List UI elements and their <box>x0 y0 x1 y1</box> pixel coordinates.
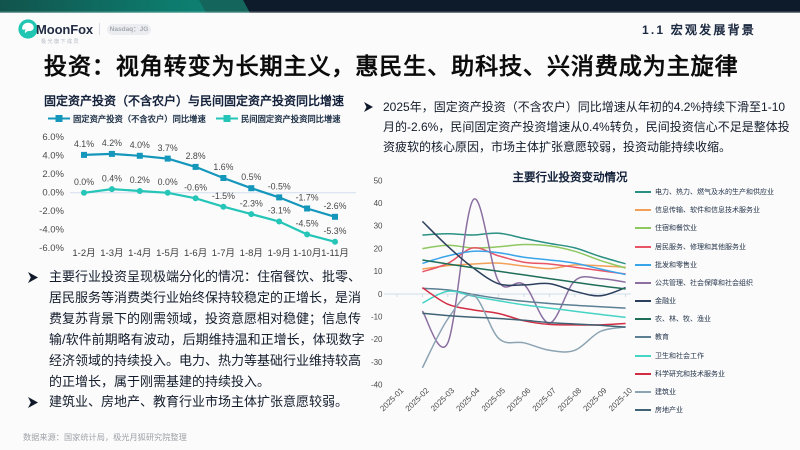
svg-text:0.5%: 0.5% <box>241 172 261 182</box>
svg-text:50: 50 <box>374 176 383 185</box>
svg-text:2025-05: 2025-05 <box>480 386 508 414</box>
svg-text:1-6月: 1-6月 <box>184 248 207 259</box>
svg-text:-3.1%: -3.1% <box>268 206 291 216</box>
svg-text:-2.6%: -2.6% <box>324 201 347 211</box>
svg-text:2025-09: 2025-09 <box>581 386 609 414</box>
svg-text:民间固定资产投资同比增速: 民间固定资产投资同比增速 <box>241 114 341 124</box>
svg-text:4.0%: 4.0% <box>130 140 150 150</box>
svg-text:-4.0%: -4.0% <box>39 225 64 236</box>
svg-text:1-10月: 1-10月 <box>293 248 322 259</box>
svg-text:1-11月: 1-11月 <box>321 248 349 259</box>
svg-text:2025-07: 2025-07 <box>531 386 559 414</box>
svg-text:30: 30 <box>374 222 383 231</box>
svg-text:20: 20 <box>374 244 383 253</box>
svg-text:-10: -10 <box>371 313 383 322</box>
svg-text:-4.5%: -4.5% <box>296 219 319 229</box>
svg-text:4.2%: 4.2% <box>102 138 122 148</box>
svg-text:1-5月: 1-5月 <box>156 248 179 259</box>
svg-text:-0.5%: -0.5% <box>268 182 291 192</box>
svg-text:-30: -30 <box>371 358 383 367</box>
svg-text:3.7%: 3.7% <box>158 143 178 153</box>
svg-text:-20: -20 <box>371 335 383 344</box>
svg-text:2025-08: 2025-08 <box>556 386 584 414</box>
svg-text:10: 10 <box>374 267 383 276</box>
svg-text:2.8%: 2.8% <box>186 151 206 161</box>
svg-text:1-7月: 1-7月 <box>212 248 235 259</box>
svg-text:0.0%: 0.0% <box>42 188 64 199</box>
svg-text:2025-01: 2025-01 <box>378 386 406 414</box>
svg-text:0.4%: 0.4% <box>102 173 122 183</box>
svg-text:2025-06: 2025-06 <box>505 386 533 414</box>
svg-text:-5.3%: -5.3% <box>324 226 347 236</box>
svg-text:-0.6%: -0.6% <box>184 183 207 193</box>
svg-text:4.1%: 4.1% <box>74 139 94 149</box>
svg-text:2.0%: 2.0% <box>42 169 64 180</box>
svg-text:-6.0%: -6.0% <box>39 243 64 254</box>
svg-text:2025-10: 2025-10 <box>607 386 635 414</box>
svg-text:-40: -40 <box>371 381 383 390</box>
svg-text:1-2月: 1-2月 <box>72 248 95 259</box>
svg-text:-1.7%: -1.7% <box>296 193 319 203</box>
svg-text:1-8月: 1-8月 <box>240 248 263 259</box>
svg-text:0: 0 <box>378 290 383 299</box>
svg-text:0.0%: 0.0% <box>158 177 178 187</box>
svg-text:-2.0%: -2.0% <box>39 206 64 217</box>
svg-text:0.2%: 0.2% <box>130 175 150 185</box>
svg-text:1-4月: 1-4月 <box>128 248 151 259</box>
svg-text:-2.3%: -2.3% <box>240 198 263 208</box>
svg-text:1-9月: 1-9月 <box>268 248 291 259</box>
svg-text:40: 40 <box>374 199 383 208</box>
svg-text:0.0%: 0.0% <box>74 177 94 187</box>
svg-text:1-3月: 1-3月 <box>100 248 123 259</box>
svg-text:4.0%: 4.0% <box>42 151 64 162</box>
svg-text:1.6%: 1.6% <box>213 162 233 172</box>
svg-text:2025-03: 2025-03 <box>429 386 457 414</box>
svg-text:6.0%: 6.0% <box>42 132 64 143</box>
svg-text:-1.5%: -1.5% <box>212 191 235 201</box>
svg-text:2025-04: 2025-04 <box>454 386 482 414</box>
svg-text:2025-02: 2025-02 <box>404 386 432 414</box>
svg-text:固定资产投资（不含农户）同比增速: 固定资产投资（不含农户）同比增速 <box>73 114 206 124</box>
